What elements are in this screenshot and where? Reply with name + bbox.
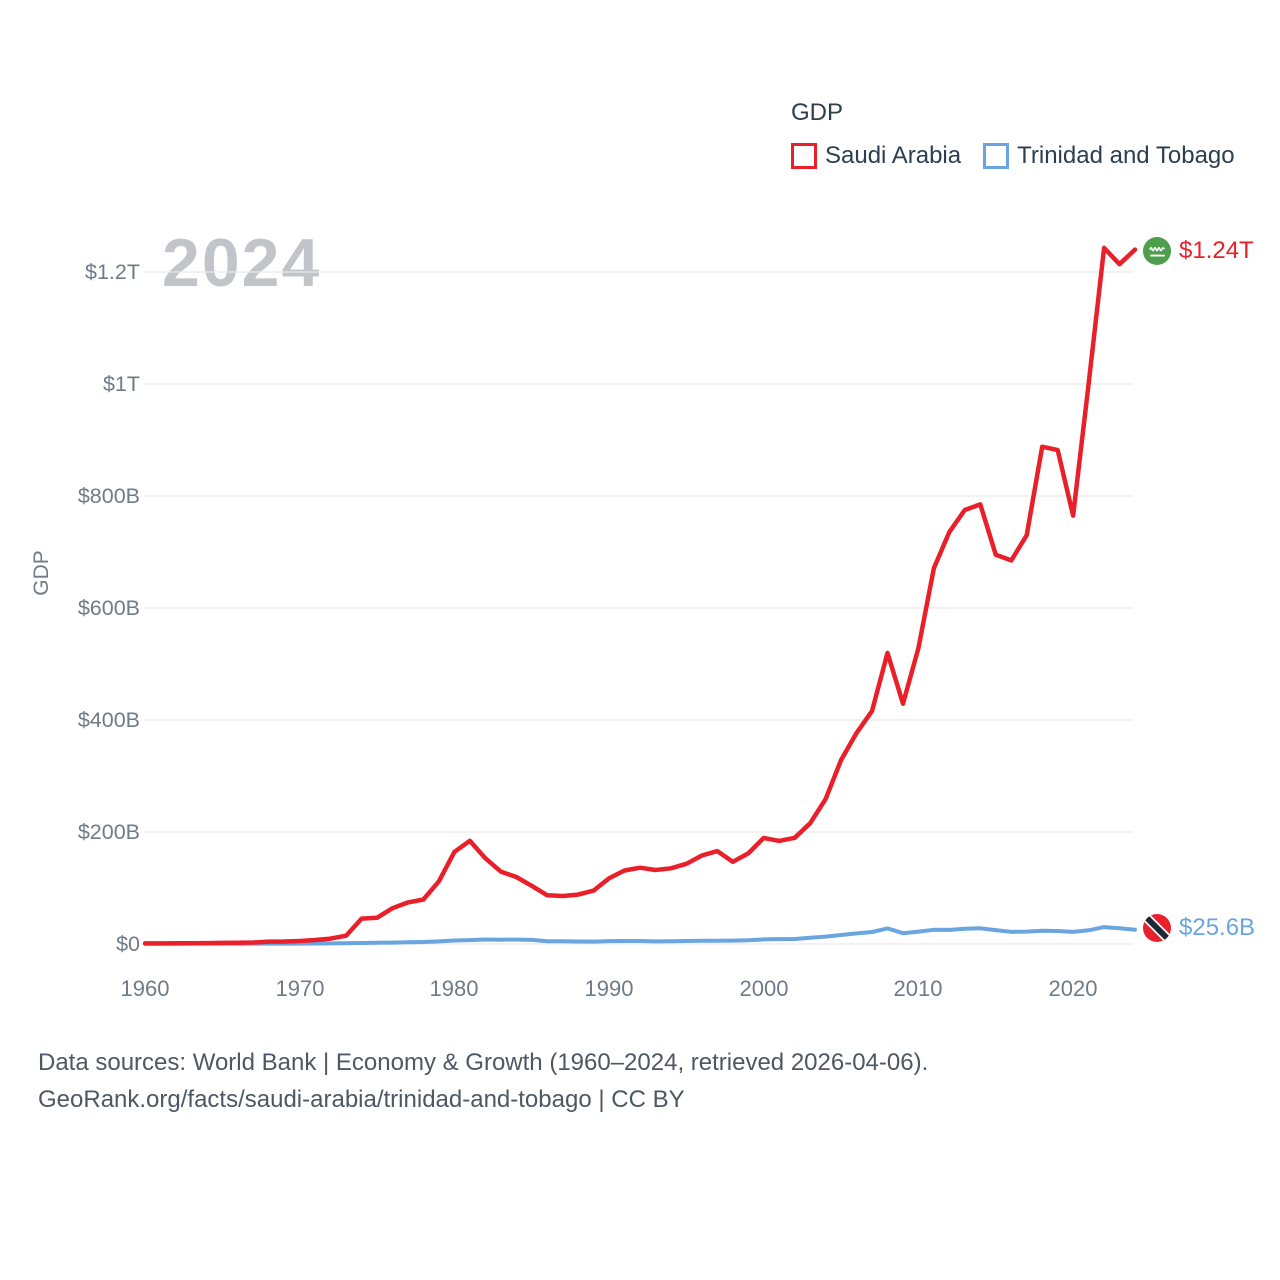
y-tick-label: $200B xyxy=(77,820,140,844)
trinidad-and-tobago-end-value: $25.6B xyxy=(1179,914,1256,941)
chart-legend: GDP Saudi Arabia Trinidad and Tobago xyxy=(791,99,1235,170)
y-tick-label: $1T xyxy=(102,372,140,396)
legend-label-saudi-arabia: Saudi Arabia xyxy=(825,142,962,169)
trinidad-and-tobago-series-swatch-icon xyxy=(983,143,1010,169)
gridlines xyxy=(145,271,1133,945)
y-axis-title: GDP xyxy=(30,550,53,596)
legend-row: Saudi Arabia Trinidad and Tobago xyxy=(791,142,1235,170)
y-tick-label: $800B xyxy=(77,484,140,508)
y-tick-label: $0 xyxy=(116,932,140,956)
trinidad-and-tobago-line xyxy=(143,925,1137,946)
saudi-arabia-series-swatch-icon xyxy=(791,143,817,169)
saudi-arabia-flag-icon xyxy=(1143,237,1171,265)
x-tick-label: 1980 xyxy=(429,976,479,1001)
y-tick-label: $400B xyxy=(77,708,140,732)
x-tick-label: 1960 xyxy=(120,976,170,1001)
x-tick-label: 2010 xyxy=(893,976,943,1001)
attribution-line: GeoRank.org/facts/saudi-arabia/trinidad-… xyxy=(38,1086,685,1113)
end-label-saudi-arabia: $1.24T xyxy=(1143,237,1254,265)
saudi-arabia-end-value: $1.24T xyxy=(1179,237,1254,264)
x-tick-label: 2000 xyxy=(739,976,789,1001)
x-tick-label: 2020 xyxy=(1048,976,1098,1001)
legend-item-saudi-arabia: Saudi Arabia xyxy=(791,142,961,170)
year-watermark: 2024 xyxy=(162,225,322,301)
legend-label-trinidad-and-tobago: Trinidad and Tobago xyxy=(1017,142,1235,169)
x-tick-label: 1970 xyxy=(275,976,325,1001)
chart-footer: Data sources: World Bank | Economy & Gro… xyxy=(38,1044,928,1118)
saudi-arabia-line xyxy=(142,245,1138,946)
end-label-trinidad-and-tobago: $25.6B xyxy=(1143,914,1255,942)
data-sources-line: Data sources: World Bank | Economy & Gro… xyxy=(38,1049,929,1076)
x-tick-label: 1990 xyxy=(584,976,634,1001)
y-tick-label: $600B xyxy=(77,596,140,620)
trinidad-and-tobago-flag-icon xyxy=(1143,914,1171,942)
legend-title: GDP xyxy=(791,99,844,126)
legend-item-trinidad-and-tobago: Trinidad and Tobago xyxy=(983,142,1235,170)
series-lines xyxy=(142,245,1138,946)
y-tick-label: $1.2T xyxy=(85,260,140,284)
